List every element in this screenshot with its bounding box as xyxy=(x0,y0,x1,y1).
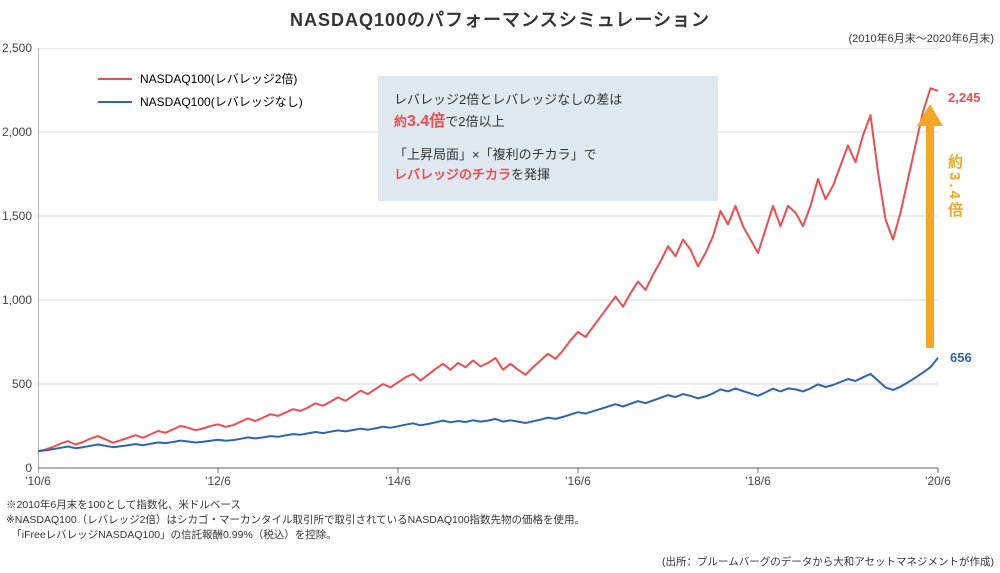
legend-swatch-icon xyxy=(98,101,132,103)
y-tick-label: 2,500 xyxy=(0,41,32,55)
y-tick-label: 0 xyxy=(0,461,32,475)
series-end-label: 2,245 xyxy=(948,90,981,105)
chart-area: NASDAQ100(レバレッジ2倍) NASDAQ100(レバレッジなし) レバ… xyxy=(38,48,978,468)
period-subtitle: (2010年6月末～2020年6月末) xyxy=(848,30,994,46)
arrow-label: 約3.4倍 xyxy=(944,154,965,220)
legend: NASDAQ100(レバレッジ2倍) NASDAQ100(レバレッジなし) xyxy=(98,70,303,116)
callout-text: で2倍以上 xyxy=(445,114,504,129)
callout-line: レバレッジのチカラを発揮 xyxy=(394,165,702,185)
callout-line: 約3.4倍で2倍以上 xyxy=(394,110,702,135)
callout-emph-num: 3.4倍 xyxy=(407,113,445,130)
legend-item: NASDAQ100(レバレッジ2倍) xyxy=(98,70,303,87)
x-tick-label: '18/6 xyxy=(745,474,771,488)
legend-item: NASDAQ100(レバレッジなし) xyxy=(98,93,303,110)
y-tick-label: 2,000 xyxy=(0,125,32,139)
x-tick-label: '12/6 xyxy=(205,474,231,488)
footnotes: ※2010年6月末を100として指数化、米ドルベース※NASDAQ100（レバレ… xyxy=(6,498,585,544)
footnote-line: 「iFreeレバレッジNASDAQ100」の信託報酬0.99%（税込）を控除。 xyxy=(6,528,585,543)
x-tick-label: '10/6 xyxy=(25,474,51,488)
x-tick-label: '16/6 xyxy=(565,474,591,488)
series-end-label: 656 xyxy=(950,350,972,365)
footnote-line: ※NASDAQ100（レバレッジ2倍）はシカゴ・マーカンタイル取引所で取引されて… xyxy=(6,513,585,528)
callout-text: を発揮 xyxy=(511,167,550,182)
callout-emph: レバレッジのチカラ xyxy=(394,167,511,182)
callout-emph: 約 xyxy=(394,114,407,129)
x-tick-label: '14/6 xyxy=(385,474,411,488)
growth-arrow-icon xyxy=(915,104,945,352)
legend-label: NASDAQ100(レバレッジ2倍) xyxy=(140,70,297,87)
callout-line: 「上昇局面」×「複利のチカラ」で xyxy=(394,145,702,165)
legend-label: NASDAQ100(レバレッジなし) xyxy=(140,93,303,110)
source-attribution: (出所：ブルームバーグのデータから大和アセットマネジメントが作成) xyxy=(662,554,994,569)
x-tick-label: '20/6 xyxy=(925,474,951,488)
y-tick-label: 500 xyxy=(0,377,32,391)
y-tick-label: 1,000 xyxy=(0,293,32,307)
y-tick-label: 1,500 xyxy=(0,209,32,223)
chart-title: NASDAQ100のパフォーマンスシミュレーション xyxy=(0,0,1000,32)
callout-box: レバレッジ2倍とレバレッジなしの差は 約3.4倍で2倍以上 「上昇局面」×「複利… xyxy=(378,76,718,201)
footnote-line: ※2010年6月末を100として指数化、米ドルベース xyxy=(6,498,585,513)
callout-line: レバレッジ2倍とレバレッジなしの差は xyxy=(394,90,702,110)
legend-swatch-icon xyxy=(98,78,132,80)
